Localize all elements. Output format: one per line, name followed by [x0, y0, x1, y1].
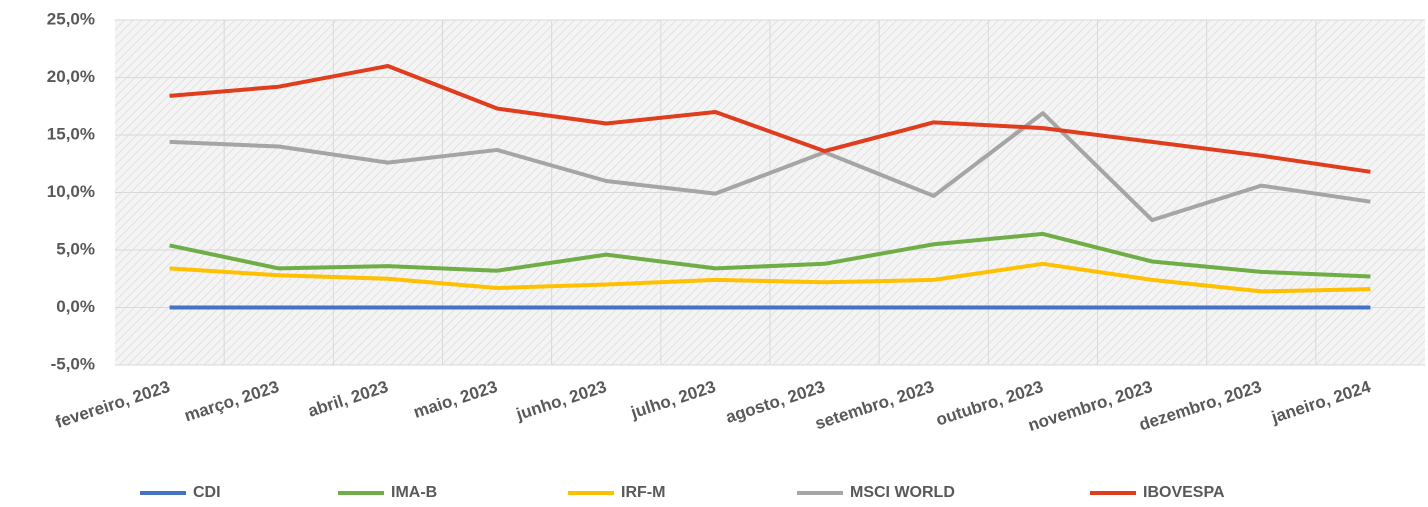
y-tick-label: 10,0% — [47, 182, 95, 201]
x-tick-label: março, 2023 — [182, 377, 281, 425]
x-tick-label: fevereiro, 2023 — [53, 377, 172, 432]
x-tick-label: maio, 2023 — [411, 377, 500, 422]
series-line — [169, 261, 1371, 294]
legend-label: IMA-B — [391, 484, 437, 501]
y-tick-label: 5,0% — [56, 239, 95, 258]
x-tick-label: dezembro, 2023 — [1137, 377, 1264, 434]
x-tick-label: julho, 2023 — [628, 377, 718, 423]
x-tick-label: janeiro, 2024 — [1268, 377, 1373, 427]
y-tick-label: 25,0% — [47, 9, 95, 28]
series-line — [169, 111, 1371, 223]
legend-label: IRF-M — [621, 484, 665, 501]
y-tick-label: 20,0% — [47, 67, 95, 86]
x-tick-label: agosto, 2023 — [723, 377, 827, 427]
y-tick-label: 15,0% — [47, 124, 95, 143]
x-tick-label: setembro, 2023 — [813, 377, 937, 433]
series-line — [169, 231, 1371, 279]
legend-label: CDI — [193, 484, 221, 501]
series-line — [169, 64, 1371, 174]
legend-label: IBOVESPA — [1143, 484, 1225, 501]
x-tick-label: junho, 2023 — [513, 377, 609, 424]
y-tick-label: -5,0% — [51, 354, 95, 373]
legend-label: MSCI WORLD — [850, 484, 955, 501]
x-tick-label: novembro, 2023 — [1026, 377, 1155, 435]
x-tick-label: abril, 2023 — [306, 377, 391, 421]
y-tick-label: 0,0% — [56, 297, 95, 316]
